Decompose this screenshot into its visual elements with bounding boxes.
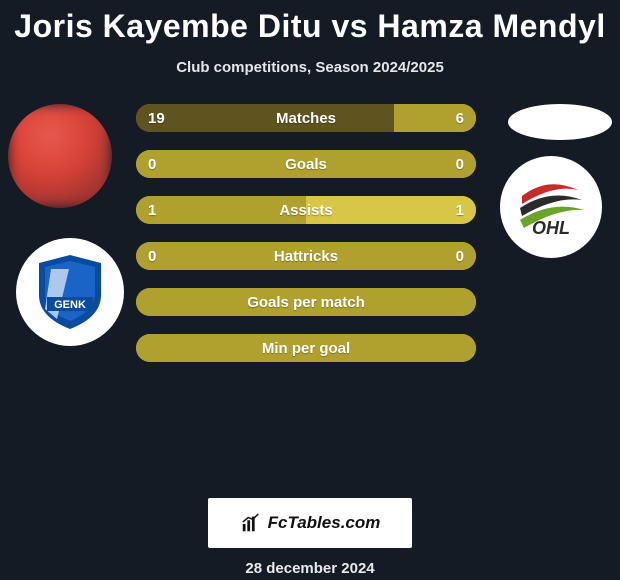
stat-label: Min per goal	[262, 340, 350, 357]
genk-shield-icon: GENK	[27, 249, 113, 335]
stat-row: Matches 19 6	[136, 104, 476, 132]
footer-date: 28 december 2024	[245, 560, 374, 577]
stat-value-right: 0	[456, 248, 464, 265]
source-badge: FcTables.com	[208, 498, 412, 548]
stat-value-right: 0	[456, 156, 464, 173]
comparison-infographic: Joris Kayembe Ditu vs Hamza Mendyl Club …	[0, 0, 620, 580]
stat-row: Hattricks 0 0	[136, 242, 476, 270]
svg-text:OHL: OHL	[532, 218, 570, 238]
stat-label: Assists	[279, 202, 332, 219]
stat-label: Goals per match	[247, 294, 365, 311]
stat-rows: Matches196Goals00Assists11Hattricks00Goa…	[136, 104, 476, 380]
stat-bar-left	[136, 104, 394, 132]
player-left-photo	[8, 104, 112, 208]
page-subtitle: Club competitions, Season 2024/2025	[0, 59, 620, 76]
stat-row: Goals per match	[136, 288, 476, 316]
player-left-photo-fill	[8, 104, 112, 208]
stat-value-right: 6	[456, 110, 464, 127]
stat-label: Goals	[285, 156, 327, 173]
page-title: Joris Kayembe Ditu vs Hamza Mendyl	[0, 8, 620, 45]
stat-label: Hattricks	[274, 248, 338, 265]
club-right-badge: OHL	[500, 156, 602, 258]
stat-value-left: 1	[148, 202, 156, 219]
stat-value-left: 0	[148, 248, 156, 265]
stat-value-right: 1	[456, 202, 464, 219]
stat-row: Assists 1 1	[136, 196, 476, 224]
stat-value-left: 0	[148, 156, 156, 173]
stat-row: Goals 0 0	[136, 150, 476, 178]
stat-row: Min per goal	[136, 334, 476, 362]
club-left-badge: GENK	[16, 238, 124, 346]
stat-label: Matches	[276, 110, 336, 127]
svg-text:GENK: GENK	[54, 299, 86, 311]
chart-icon	[240, 512, 262, 534]
player-right-photo	[508, 104, 612, 140]
ohl-logo-icon: OHL	[508, 164, 594, 250]
stat-value-left: 19	[148, 110, 165, 127]
source-brand: FcTables.com	[268, 513, 381, 533]
